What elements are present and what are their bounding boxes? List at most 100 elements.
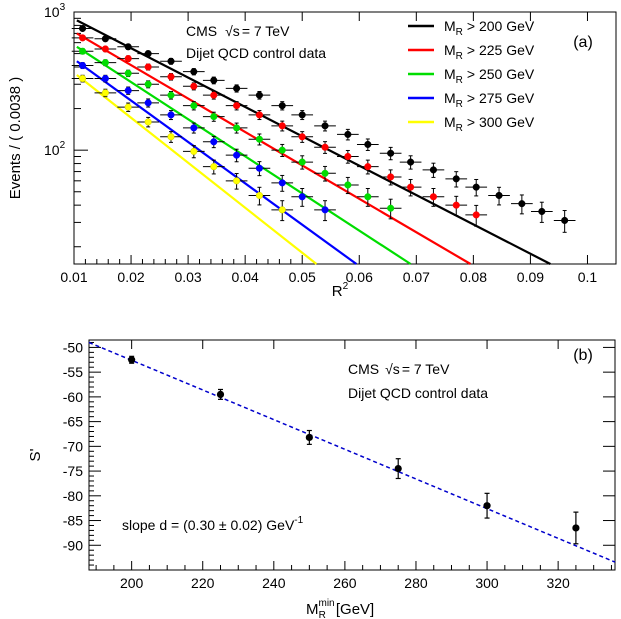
panel-a-data-point [101,45,109,53]
panel-b-y-axis-label: S' [27,448,44,461]
panel-a-x-tick-label: 0.03 [174,269,201,285]
panel-b-axes: 200 220 240 260 280 300 320 -50 -55 -60 -65 -70 -75 -… [63,339,615,591]
panel-a-data-point [233,151,241,159]
panel-a-data-point [101,59,109,67]
panel-a-data-point [101,89,109,97]
panel-a-x-tick-label: 0.01 [60,269,87,285]
panel-a-data-point [101,35,109,43]
panel-a-data-point [255,164,263,172]
panel-b-data [88,341,616,563]
panel-a-data-point [210,163,218,171]
panel-a-series-4 [71,74,318,265]
panel-a-series-0 [71,19,576,265]
panel-b-dataset-text: Dijet QCD control data [348,385,488,401]
panel-a-data-point [278,102,286,110]
panel-a-data-point [387,204,395,212]
panel-b-y-tick-label: -50 [63,339,83,355]
panel-b-y-tick-label: -80 [63,488,83,504]
panel-a-data-point [79,47,87,55]
panel-a-data-point [124,69,132,77]
panel-a-data-point [495,191,503,200]
panel-a-data-point [124,55,132,63]
panel-b-y-tick-label: -60 [63,389,83,405]
panel-a-x-tick-label: 0.05 [289,269,316,285]
panel-a-data-point [255,91,263,99]
panel-a-data-point [79,24,87,33]
panel-a-data-point [233,102,241,110]
panel-a-data-point [407,158,415,166]
panel-a-data-point [538,207,546,216]
panel-a-data-point [124,43,132,51]
panel-b-x-tick-label: 260 [333,575,357,591]
panel-a-data-point [298,133,306,141]
panel-a-data-point [167,133,175,141]
panel-b-data-point [128,356,136,364]
panel-a-data-point [452,175,460,183]
panel-a-data-point [101,74,109,83]
panel-b-data-point [305,433,313,442]
panel-a-dataset-text: Dijet QCD control data [186,45,326,61]
panel-a-legend-entry: MR > 200 GeV [444,18,535,38]
panel-a-legend-entry: MR > 225 GeV [444,42,535,62]
panel-a-data-point [167,91,175,99]
panel-a-x-tick-label: 0.02 [117,269,144,285]
panel-b-x-tick-label: 320 [546,575,570,591]
panel-a-data-point [124,103,132,111]
panel-a-data [71,19,576,265]
panel-a-data-point [144,80,152,88]
panel-a-data-point [472,211,480,219]
panel-a-data-point [79,34,87,42]
panel-a-legend: MR > 200 GeV MR > 225 GeV MR > 250 GeV MR > 275… [408,18,535,134]
panel-a-data-point [144,118,152,126]
panel-a-data-point [452,201,460,209]
panel-a-axes: 0.01 0.02 0.03 0.04 0.05 0.06 0.07 0.08 0.09 0.1 1… [44,2,597,285]
panel-a-data-point [233,84,241,92]
panel-a-data-point [364,163,372,171]
panel-a-data-point [210,138,218,146]
panel-a-data-point [321,122,329,130]
panel-a-data-point [190,147,198,155]
panel-a-data-point [344,152,352,161]
panel-a-data-point [278,179,286,187]
panel-a-fit-line [76,60,358,265]
panel-a-data-point [278,122,286,130]
panel-a-data-point [298,111,306,119]
panel-a-data-point [144,50,152,58]
panel-a-data-point [167,73,175,81]
panel-a-data-point [364,140,372,148]
panel-b-y-tick-label: -70 [63,438,83,454]
panel-a-data-point [167,57,175,65]
panel-b-slope-text: slope d = (0.30 ± 0.02) GeV-1 [122,515,304,533]
panel-b-y-tick-label: -90 [63,537,83,553]
panel-a-x-tick-label: 0.06 [346,269,373,285]
panel-b-cms-text: CMS √s = 7 TeV [348,361,450,377]
panel-a-data-point [429,166,437,174]
panel-b-x-tick-label: 300 [475,575,499,591]
panel-a-data-point [144,99,152,107]
panel-a-data-point [407,183,415,191]
panel-a-fit-line [76,32,472,265]
panel-a-data-point [321,206,329,214]
panel-a-data-point [321,169,329,177]
panel-a-frame [73,11,617,265]
panel-a-x-tick-label: 0.1 [578,269,598,285]
panel-a-label: (a) [573,34,593,51]
panel-a-data-point [79,74,87,83]
panel-a-data-point [518,200,526,208]
panel-a-fit-line [76,74,318,265]
panel-a-fit-line [76,19,551,265]
panel-a-data-point [210,91,218,99]
panel-a: 0.01 0.02 0.03 0.04 0.05 0.06 0.07 0.08 0.09 0.1 1… [7,2,617,300]
panel-b-frame [88,339,616,571]
panel-a-data-point [79,61,87,70]
panel-a-data-point [321,143,329,151]
panel-a-data-point [255,191,263,200]
panel-a-data-point [167,111,175,119]
panel-b-x-tick-label: 220 [191,575,215,591]
panel-b-x-tick-label: 200 [120,575,144,591]
panel-a-data-point [387,173,395,181]
panel-a-legend-entry: MR > 300 GeV [444,114,535,134]
panel-a-data-point [190,68,198,76]
panel-a-data-point [298,193,306,201]
panel-b-label: (b) [573,347,593,364]
